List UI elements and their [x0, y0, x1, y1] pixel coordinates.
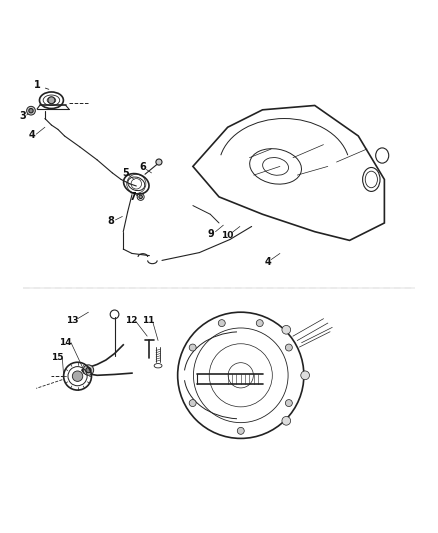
Text: 4: 4 — [28, 130, 35, 140]
Circle shape — [286, 400, 292, 407]
Text: 9: 9 — [208, 229, 215, 239]
Text: 8: 8 — [108, 216, 114, 226]
Circle shape — [48, 97, 55, 104]
Circle shape — [301, 371, 310, 379]
Circle shape — [83, 365, 94, 375]
Circle shape — [27, 107, 35, 115]
Circle shape — [29, 109, 33, 113]
Circle shape — [139, 195, 142, 199]
Text: 5: 5 — [122, 168, 129, 178]
Text: 12: 12 — [125, 317, 138, 326]
Text: 3: 3 — [19, 111, 26, 121]
Text: 15: 15 — [51, 353, 64, 362]
Polygon shape — [193, 106, 385, 240]
Circle shape — [256, 320, 263, 327]
Text: 7: 7 — [130, 192, 136, 202]
Circle shape — [189, 400, 196, 407]
Circle shape — [286, 344, 292, 351]
Circle shape — [218, 320, 225, 327]
Text: 14: 14 — [60, 338, 72, 347]
Circle shape — [237, 427, 244, 434]
Text: 11: 11 — [142, 317, 155, 326]
Text: 13: 13 — [66, 317, 78, 326]
Circle shape — [282, 416, 291, 425]
Circle shape — [86, 367, 91, 373]
Circle shape — [282, 326, 291, 334]
Circle shape — [156, 159, 162, 165]
Text: 6: 6 — [139, 162, 146, 172]
Text: 1: 1 — [34, 80, 40, 91]
Circle shape — [72, 371, 83, 382]
Circle shape — [189, 344, 196, 351]
Text: 4: 4 — [265, 257, 271, 267]
Text: 10: 10 — [221, 231, 233, 240]
